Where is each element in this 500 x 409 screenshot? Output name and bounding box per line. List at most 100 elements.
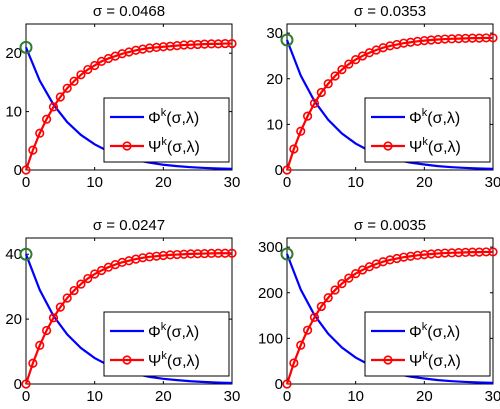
data-point <box>309 312 320 322</box>
data-point <box>21 379 31 389</box>
y-tick-label: 300 <box>258 239 283 256</box>
data-point <box>303 325 313 335</box>
data-point <box>323 293 333 303</box>
axes-frame <box>25 237 233 385</box>
legend-args: (σ,λ) <box>166 324 199 341</box>
legend-box <box>103 311 230 377</box>
legend-symbol: Ψ <box>409 139 422 156</box>
y-tick-label: 30 <box>266 25 283 42</box>
data-point <box>62 83 72 93</box>
highlight-marker <box>19 247 33 261</box>
data-point <box>296 340 306 350</box>
legend: Φk(σ,λ)Ψk(σ,λ) <box>103 311 230 377</box>
data-point <box>296 126 306 136</box>
y-tick-label: 10 <box>5 104 22 121</box>
y-tick-label: 20 <box>266 71 283 88</box>
legend-symbol: Ψ <box>148 139 161 156</box>
legend-args: (σ,λ) <box>428 139 461 156</box>
y-tick-label: 20 <box>5 45 22 62</box>
legend-symbol: Φ <box>409 110 422 127</box>
legend: Φk(σ,λ)Ψk(σ,λ) <box>364 97 491 163</box>
data-point <box>76 279 86 289</box>
legend-superscript: k <box>422 136 428 148</box>
data-point <box>330 285 340 295</box>
legend-superscript: k <box>161 136 167 148</box>
data-point <box>289 144 299 154</box>
data-point <box>62 293 72 303</box>
data-point <box>344 59 354 69</box>
data-point <box>28 358 38 368</box>
y-tick-label: 0 <box>14 162 22 179</box>
legend-args: (σ,λ) <box>167 353 200 370</box>
legend-marker <box>122 355 132 365</box>
legend-args: (σ,λ) <box>427 110 460 127</box>
y-tick-label: 100 <box>258 330 283 347</box>
series-line-psi <box>24 252 232 385</box>
x-tick-label: 30 <box>224 388 241 405</box>
data-point <box>76 70 86 80</box>
data-point <box>344 273 354 283</box>
x-tick-label: 0 <box>283 388 291 405</box>
x-tick-label: 20 <box>155 174 172 191</box>
legend-symbol: Φ <box>148 110 161 127</box>
x-tick-label: 10 <box>86 388 103 405</box>
legend-args: (σ,λ) <box>166 110 199 127</box>
y-tick-label: 20 <box>5 311 22 328</box>
data-point <box>488 247 498 257</box>
x-tick-label: 0 <box>22 388 30 405</box>
data-point <box>337 279 347 289</box>
chart-title: σ = 0.0353 <box>354 3 426 20</box>
data-point <box>83 64 93 75</box>
data-point <box>41 114 52 124</box>
legend-box <box>364 311 491 377</box>
data-point <box>69 76 79 86</box>
legend-label: Φk(σ,λ) <box>409 107 460 127</box>
highlight-marker <box>280 33 294 47</box>
data-point <box>282 379 292 389</box>
legend-symbol: Ψ <box>148 353 161 370</box>
y-tick-label: 40 <box>5 246 22 263</box>
y-tick-label: 10 <box>266 116 283 133</box>
legend-label: Ψk(σ,λ) <box>409 136 461 156</box>
x-tick-label: 30 <box>485 174 500 191</box>
legend-marker <box>383 355 393 365</box>
data-point <box>55 302 65 312</box>
legend-symbol: Φ <box>409 324 422 341</box>
series-line-psi <box>285 250 493 385</box>
legend-marker <box>383 141 393 151</box>
x-tick-label: 0 <box>283 174 291 191</box>
legend-symbol: Ψ <box>409 353 422 370</box>
legend-args: (σ,λ) <box>428 353 461 370</box>
legend-label: Ψk(σ,λ) <box>409 350 461 370</box>
legend-superscript: k <box>422 350 428 362</box>
data-point <box>69 285 79 296</box>
y-tick-label: 0 <box>275 376 283 393</box>
data-point <box>83 273 93 284</box>
data-point <box>21 165 31 175</box>
x-tick-label: 10 <box>347 174 364 191</box>
x-tick-label: 20 <box>155 388 172 405</box>
legend-superscript: k <box>161 350 167 362</box>
x-tick-label: 20 <box>416 388 433 405</box>
legend: Φk(σ,λ)Ψk(σ,λ) <box>103 97 230 163</box>
legend-superscript: k <box>422 107 428 119</box>
data-point <box>90 60 100 71</box>
y-tick-label: 200 <box>258 285 283 302</box>
x-tick-label: 0 <box>22 174 30 191</box>
chart-title: σ = 0.0468 <box>93 3 165 20</box>
chart-title: σ = 0.0247 <box>93 217 165 234</box>
legend-args: (σ,λ) <box>427 324 460 341</box>
data-point <box>282 165 292 175</box>
data-point <box>41 325 52 336</box>
y-tick-label: 0 <box>275 162 283 179</box>
data-point <box>337 65 347 75</box>
legend-superscript: k <box>161 107 167 119</box>
legend-box <box>103 97 230 163</box>
legend-box <box>364 97 491 163</box>
legend-superscript: k <box>161 321 167 333</box>
chart-title: σ = 0.0035 <box>354 217 426 234</box>
axes-frame <box>286 23 494 171</box>
